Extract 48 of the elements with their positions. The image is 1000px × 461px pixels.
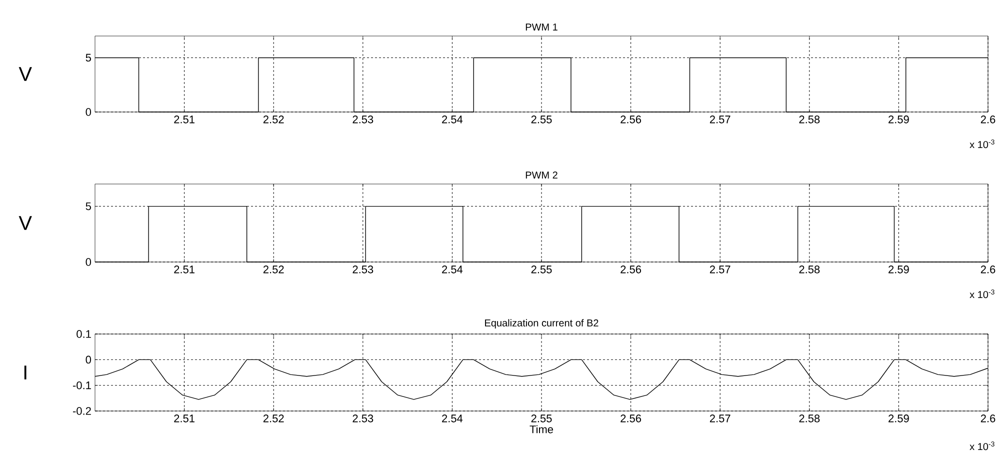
x-tick-label: 2.52 (263, 116, 284, 124)
x-tick-label: 2.53 (352, 266, 374, 274)
x-tick-label: 2.54 (442, 414, 463, 422)
x-tick-label: 2.53 (352, 116, 374, 124)
x-tick-label: 2.57 (710, 116, 730, 124)
x-tick-label: 2.58 (799, 116, 820, 124)
chart-title: PWM 2 (526, 171, 558, 178)
x-tick-label: 2.51 (174, 116, 194, 124)
x-tick-label: 2.52 (263, 414, 284, 422)
y-tick-label: 5 (86, 202, 91, 210)
x-tick-label: 2.51 (174, 414, 194, 422)
x-tick-label: 2.54 (442, 266, 463, 274)
y-axis-title: V (18, 216, 32, 230)
y-tick-label: 0 (86, 258, 92, 266)
chart-title: Equalization current of B2 (485, 319, 598, 328)
x-tick-label: 2.57 (710, 266, 730, 274)
x-tick-label: 2.54 (442, 116, 463, 124)
x-tick-label: 2.6 (980, 266, 996, 274)
x-tick-label: 2.51 (174, 266, 194, 274)
x-axis-title: Time (530, 425, 554, 434)
chart-title: PWM 1 (526, 24, 558, 30)
x-tick-label: 2.55 (531, 116, 552, 124)
y-axis-title: V (18, 67, 32, 81)
text: x 10$^{-3}$ (970, 140, 994, 148)
x-tick-label: 2.55 (531, 266, 552, 274)
text: x 10$^{-3}$ (970, 442, 994, 450)
x-tick-label: 2.6 (980, 116, 996, 124)
x-tick-label: 2.52 (263, 266, 284, 274)
x-tick-label: 2.59 (888, 414, 909, 422)
text: x 10$^{-3}$ (970, 290, 994, 298)
x-tick-label: 2.56 (620, 266, 642, 274)
x-tick-label: 2.6 (980, 414, 996, 422)
x-tick-label: 2.58 (799, 414, 820, 422)
x-tick-label: 2.55 (531, 414, 552, 422)
y-tick-label: -0.2 (73, 407, 91, 415)
x-tick-label: 2.53 (352, 414, 374, 422)
x-tick-label: 2.57 (710, 414, 730, 422)
x-tick-label: 2.56 (620, 116, 642, 124)
x-tick-label: 2.56 (620, 414, 642, 422)
y-tick-label: 0.1 (76, 330, 91, 338)
x-tick-label: 2.58 (799, 266, 820, 274)
x-tick-label: 2.59 (888, 266, 909, 274)
y-tick-label: 5 (86, 54, 91, 62)
y-axis-title: I (24, 366, 26, 380)
y-tick-label: 0 (86, 356, 92, 364)
y-tick-label: 0 (86, 108, 92, 116)
x-tick-label: 2.59 (888, 116, 909, 124)
y-tick-label: -0.1 (73, 381, 91, 390)
